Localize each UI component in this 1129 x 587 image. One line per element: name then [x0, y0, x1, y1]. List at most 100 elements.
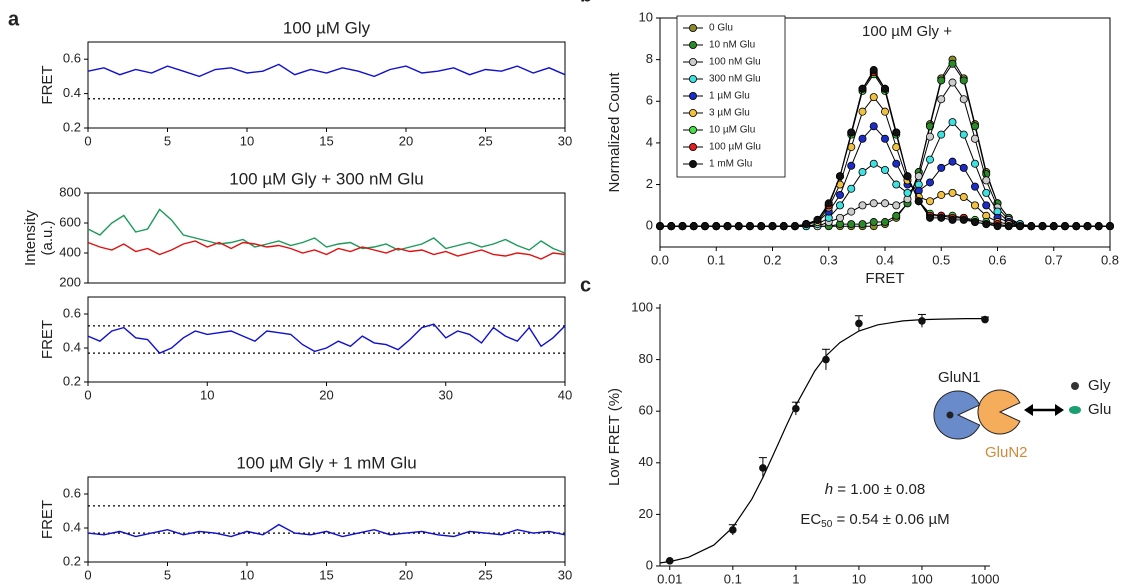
- chart-panel: c 0 20 40 60 80 100 0.01 0.1 1 10 100 1000 Low FRET (…: [580, 274, 999, 586]
- data-point: [948, 188, 957, 197]
- gly-label: Gly: [1088, 377, 1111, 394]
- data-point: [847, 184, 856, 193]
- data-point: [869, 199, 878, 208]
- data-point: [1061, 222, 1070, 231]
- data-point: [869, 218, 878, 227]
- data-point: [937, 76, 946, 85]
- data-point: [768, 222, 777, 231]
- x-tick-label: 0.8: [1101, 252, 1119, 267]
- y-tick-label: 60: [639, 403, 653, 418]
- data-point: [836, 172, 845, 181]
- legend-marker: [689, 159, 698, 168]
- data-point: [869, 159, 878, 168]
- x-tick-label: 20: [399, 133, 413, 148]
- data-point: [948, 215, 957, 224]
- data-point: [836, 190, 845, 199]
- y-tick-label: 8: [646, 51, 653, 66]
- y-tick-label: 600: [59, 214, 81, 229]
- glun2-shape: [977, 389, 1021, 435]
- x-tick-label: 0.1: [724, 571, 742, 586]
- data-point: [937, 95, 946, 104]
- x-tick-label: 0: [84, 567, 91, 582]
- x-tick-label: 0.7: [1045, 252, 1063, 267]
- data-point: [1004, 222, 1013, 231]
- x-tick-label: 0.5: [932, 252, 950, 267]
- y-tick-label: 0: [646, 218, 653, 233]
- trace-line: [87, 240, 566, 260]
- data-point: [881, 84, 890, 93]
- gly-dot: [1071, 382, 1079, 390]
- data-point: [982, 201, 991, 210]
- legend-label: 3 µM Glu: [709, 108, 750, 119]
- data-point: [971, 182, 980, 191]
- x-axis-label: Time (s): [299, 585, 353, 587]
- data-point: [926, 155, 935, 164]
- data-point: [665, 557, 674, 565]
- y-tick-label: 0.6: [63, 51, 81, 66]
- data-point: [914, 197, 923, 206]
- gly-in-site: [946, 411, 954, 419]
- data-point: [712, 222, 721, 231]
- legend-marker: [689, 109, 698, 118]
- data-point: [918, 317, 926, 325]
- data-point: [858, 201, 867, 210]
- data-point: [759, 464, 767, 472]
- data-point: [822, 355, 830, 364]
- receptor-diagram: GluN1 GluN2 Gly Glu: [933, 369, 1111, 461]
- y-tick-label: 0.2: [63, 373, 81, 388]
- annotation: 100 µM Gly +: [862, 23, 952, 40]
- hill-symbol: h: [825, 481, 833, 498]
- data-point: [858, 168, 867, 177]
- x-tick-label: 0.2: [763, 252, 781, 267]
- data-point: [959, 215, 968, 224]
- y-tick-label: 4: [646, 134, 653, 149]
- x-tick-label: 5: [164, 133, 171, 148]
- legend-label: 10 nM Glu: [709, 40, 755, 51]
- trace-line: [87, 63, 566, 78]
- y-tick-label: 0.2: [63, 553, 81, 568]
- data-point: [948, 157, 957, 166]
- chart-title: 100 µM Gly + 1 mM Glu: [236, 453, 416, 472]
- hill-annotation: h = 1.00 ± 0.08: [825, 481, 925, 498]
- data-point: [937, 190, 946, 199]
- legend-label: 100 nM Glu: [709, 57, 761, 68]
- data-point: [1049, 222, 1058, 231]
- data-point: [1027, 222, 1036, 231]
- data-point: [723, 222, 732, 231]
- data-point: [959, 95, 968, 104]
- data-point: [1072, 222, 1081, 231]
- x-tick-label: 20: [319, 387, 333, 402]
- x-tick-label: 15: [319, 133, 333, 148]
- data-point: [869, 122, 878, 131]
- data-point: [757, 222, 766, 231]
- y-axis-label: FRET: [39, 65, 56, 104]
- data-point: [1016, 222, 1025, 231]
- data-point: [881, 134, 890, 143]
- data-point: [791, 222, 800, 231]
- legend-marker: [689, 23, 698, 32]
- chart-panel: b 100 µM Gly + 0 2 4 6 8 10 0.0 0.1 0.2 0.3 0.4 0.5 0.…: [580, 0, 1119, 287]
- data-point: [982, 220, 991, 229]
- x-tick-label: 30: [558, 567, 572, 582]
- data-point: [858, 84, 867, 93]
- x-tick-label: 5: [164, 567, 171, 582]
- data-point: [858, 107, 867, 116]
- data-point: [729, 526, 737, 534]
- ec50-value: = 0.54 ± 0.06 µM: [832, 511, 949, 528]
- legend-label: 1 µM Glu: [709, 91, 750, 102]
- chart-panel: a 100 µM Gly 0.2 0.4 0.6 0 5 10 15 20 25 30 FRET: [8, 8, 572, 148]
- y-tick-label: 0.4: [63, 85, 81, 100]
- data-point: [836, 201, 845, 210]
- data-point: [948, 59, 957, 68]
- legend-marker: [689, 41, 698, 50]
- x-tick-label: 0.1: [707, 252, 725, 267]
- y-tick-label: 0.4: [63, 519, 81, 534]
- data-point: [802, 220, 811, 229]
- chart-title: 100 µM Gly: [283, 18, 371, 37]
- legend-marker: [689, 75, 698, 84]
- x-tick-label: 100: [911, 571, 933, 586]
- data-point: [971, 159, 980, 168]
- data-point: [779, 222, 788, 231]
- glu-label: Glu: [1088, 401, 1111, 418]
